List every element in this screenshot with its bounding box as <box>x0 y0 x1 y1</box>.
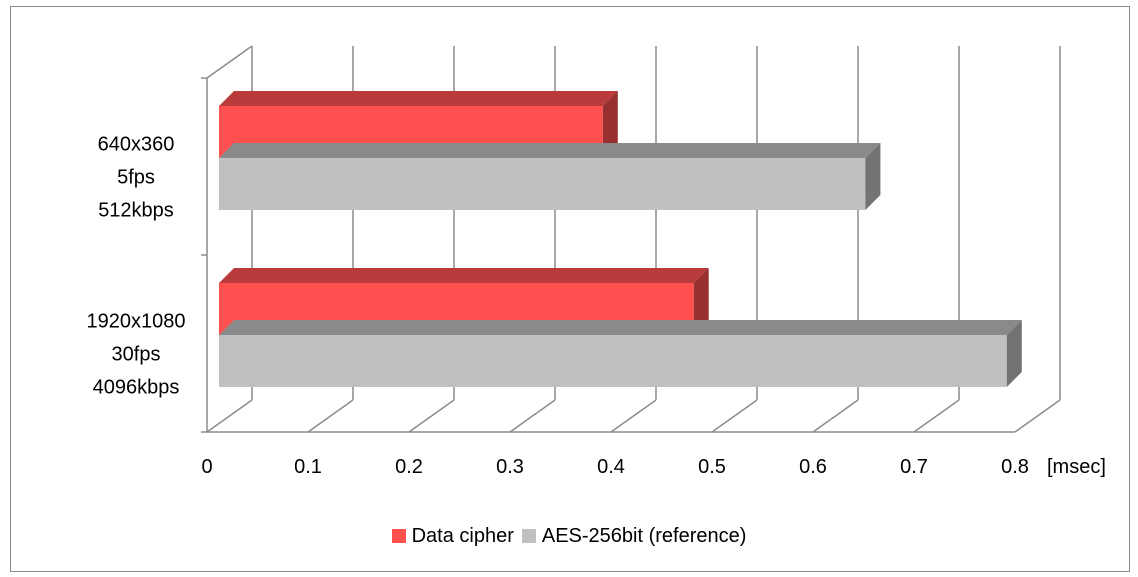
bar-top-0-0 <box>219 91 618 106</box>
floor-line-6 <box>812 399 859 433</box>
bar-side-0-1 <box>693 268 709 335</box>
x-tick-label-3: 0.3 <box>496 456 524 478</box>
chart-frame <box>10 6 1130 572</box>
floor-line-2 <box>408 399 455 433</box>
bar-top-1-1 <box>219 320 1022 335</box>
x-tick-label-4: 0.4 <box>597 456 625 478</box>
bar-top-1-0 <box>219 143 881 158</box>
bar-top-0-1 <box>219 268 709 283</box>
category-label-1-2: 4096kbps <box>93 377 180 399</box>
bar-1-0 <box>219 158 866 210</box>
category-label-0-0: 640x360 <box>98 134 175 156</box>
floor-line-5 <box>711 399 758 433</box>
bar-side-1-1 <box>1006 320 1022 387</box>
category-label-1-0: 1920x1080 <box>87 311 186 333</box>
x-tick-label-5: 0.5 <box>698 456 726 478</box>
floor-line-1 <box>307 399 354 433</box>
legend-label-aes-256bit: AES-256bit (reference) <box>541 524 747 547</box>
legend-label-data-cipher: Data cipher <box>411 524 514 547</box>
legend-swatch-aes-256bit <box>521 529 536 543</box>
x-tick-label-7: 0.7 <box>900 456 928 478</box>
floor-line-8 <box>1014 399 1061 433</box>
x-tick-label-1: 0.1 <box>294 456 322 478</box>
floor-line-4 <box>610 399 657 433</box>
floor-line-3 <box>509 399 556 433</box>
side-wall-top-edge <box>206 45 253 79</box>
x-tick-label-8: 0.8 <box>1001 456 1029 478</box>
bar-side-1-0 <box>865 143 881 210</box>
floor-line-7 <box>913 399 960 433</box>
bar-1-1 <box>219 335 1007 387</box>
legend-item-data-cipher: Data cipher <box>391 524 514 548</box>
legend-item-aes-256bit: AES-256bit (reference) <box>521 524 747 548</box>
x-unit-label: [msec] <box>1047 456 1106 478</box>
legend: Data cipher AES-256bit (reference) <box>0 522 1138 550</box>
x-tick-label-0: 0 <box>201 456 212 478</box>
category-label-0-1: 5fps <box>117 167 155 189</box>
bar-side-0-0 <box>602 91 618 158</box>
legend-swatch-data-cipher <box>391 529 406 543</box>
category-label-1-1: 30fps <box>112 344 161 366</box>
category-label-0-2: 512kbps <box>98 200 174 222</box>
floor-line-0 <box>206 399 253 433</box>
x-tick-label-2: 0.2 <box>395 456 423 478</box>
x-tick-label-6: 0.6 <box>799 456 827 478</box>
